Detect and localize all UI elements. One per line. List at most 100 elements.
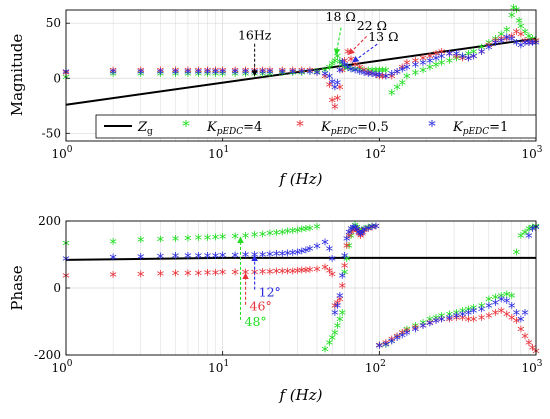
phase-point-k-pedc-1: *	[438, 313, 446, 331]
magnitude-point-k-pedc-4: *	[419, 64, 427, 82]
phase-point-k-pedc-1: *	[242, 248, 250, 266]
magnitude-point-k-pedc-1: *	[492, 36, 500, 54]
phase-point-k-pedc-0-5: *	[231, 266, 239, 284]
magnitude-axes-box	[65, 9, 537, 142]
phase-point-k-pedc-1: *	[426, 317, 434, 335]
phase-point-k-pedc-0-5: *	[368, 220, 376, 238]
magnitude-point-k-pedc-0-5: *	[351, 58, 359, 76]
magnitude-point-k-pedc-1: *	[344, 60, 352, 78]
phase-point-k-pedc-1: *	[172, 249, 180, 267]
magnitude-point-k-pedc-4: *	[368, 64, 376, 82]
magnitude-point-k-pedc-0-5: *	[517, 27, 525, 45]
ytick-label: 0	[53, 71, 61, 85]
phase-point-k-pedc-4: *	[465, 302, 473, 320]
phase-point-k-pedc-1: *	[376, 339, 384, 357]
phase-point-k-pedc-4: *	[326, 336, 334, 354]
phase-point-k-pedc-4: *	[137, 233, 145, 251]
phase-point-k-pedc-4: *	[347, 229, 355, 247]
phase-point-k-pedc-1: *	[219, 249, 227, 267]
phase-point-k-pedc-1: *	[339, 269, 347, 287]
magnitude-point-k-pedc-0-5: *	[331, 100, 339, 118]
phase-point-k-pedc-1: *	[497, 292, 505, 310]
phase-margin-label-1: 46°	[250, 298, 272, 313]
magnitude-point-k-pedc-4: *	[453, 52, 461, 70]
magnitude-point-k-pedc-1: *	[195, 65, 203, 83]
phase-point-k-pedc-4: *	[432, 311, 440, 329]
magnitude-point-k-pedc-1: *	[382, 69, 390, 87]
phase-point-k-pedc-4: *	[259, 227, 267, 245]
xtick-label: 103	[521, 359, 542, 375]
phase-point-k-pedc-0-5: *	[453, 311, 461, 329]
phase-ticks: 100 101 102 103 -200 0 200	[34, 214, 543, 375]
phase-point-k-pedc-1: *	[157, 250, 165, 268]
xtick-label: 100	[51, 359, 72, 375]
magnitude-point-k-pedc-1: *	[242, 65, 250, 83]
magnitude-point-k-pedc-0-5: *	[339, 64, 347, 82]
magnitude-point-k-pedc-4: *	[497, 27, 505, 45]
phase-point-k-pedc-1: *	[259, 248, 267, 266]
annotation-ohm-0: 18 Ω	[326, 9, 356, 24]
phase-point-k-pedc-4: *	[513, 246, 521, 264]
phase-panel: * * * * * * * * * * * * * * ********* *****************…	[8, 214, 543, 404]
magnitude-point-k-pedc-0-5: *	[368, 67, 376, 85]
phase-point-k-pedc-1: *	[347, 222, 355, 240]
magnitude-point-k-pedc-0-5: *	[184, 64, 192, 82]
magnitude-point-k-pedc-4: *	[259, 67, 267, 85]
phase-point-k-pedc-0-5: *	[485, 309, 493, 327]
magnitude-xlabel: f (Hz)	[278, 170, 322, 188]
magnitude-point-k-pedc-0-5: *	[356, 60, 364, 78]
phase-point-k-pedc-0-5: *	[284, 264, 292, 282]
phase-point-k-pedc-0-5: *	[398, 326, 406, 344]
magnitude-point-k-pedc-1: *	[372, 68, 380, 86]
phase-point-k-pedc-1: *	[412, 323, 420, 341]
phase-point-k-pedc-0-5: *	[355, 227, 363, 245]
magnitude-point-k-pedc-1: *	[529, 36, 537, 54]
magnitude-point-k-pedc-0-5: *	[347, 53, 355, 71]
magnitude-point-k-pedc-0-5: *	[306, 64, 314, 82]
magnitude-point-k-pedc-0-5: *	[412, 54, 420, 72]
phase-point-k-pedc-4: *	[321, 343, 329, 361]
phase-point-k-pedc-1: *	[298, 244, 306, 262]
phase-point-k-pedc-0-5: *	[529, 341, 537, 359]
magnitude-point-k-pedc-4: *	[109, 67, 117, 85]
magnitude-point-k-pedc-4: *	[503, 23, 511, 41]
phase-point-k-pedc-1: *	[478, 302, 486, 320]
xtick-label: 102	[365, 145, 386, 161]
phase-point-k-pedc-4: *	[426, 313, 434, 331]
phase-point-k-pedc-1: *	[360, 223, 368, 241]
phase-point-k-pedc-1: *	[359, 225, 367, 243]
phase-point-k-pedc-0-5: *	[172, 267, 180, 285]
magnitude-point-k-pedc-0-5: *	[432, 47, 440, 65]
magnitude-point-k-pedc-1: *	[446, 47, 454, 65]
magnitude-point-k-pedc-1: *	[388, 67, 396, 85]
magnitude-point-k-pedc-0-5: *	[326, 78, 334, 96]
legend-marker-k4: *	[182, 117, 190, 135]
xtick-label: 101	[208, 359, 229, 375]
phase-point-k-pedc-4: *	[339, 306, 347, 324]
magnitude-point-k-pedc-4: *	[515, 14, 523, 32]
magnitude-point-k-pedc-4: *	[356, 63, 364, 81]
phase-point-k-pedc-0-5: *	[184, 266, 192, 284]
phase-point-k-pedc-4: *	[382, 338, 390, 356]
magnitude-point-k-pedc-1: *	[184, 65, 192, 83]
magnitude-point-k-pedc-1: *	[365, 67, 373, 85]
phase-point-k-pedc-0-5: *	[321, 261, 329, 279]
magnitude-point-k-pedc-4: *	[403, 69, 411, 87]
magnitude-point-k-pedc-1: *	[204, 65, 212, 83]
phase-point-k-pedc-0-5: *	[503, 307, 511, 325]
magnitude-point-k-pedc-1: *	[513, 36, 521, 54]
phase-point-k-pedc-0-5: *	[336, 292, 344, 310]
magnitude-point-k-pedc-0-5: *	[492, 34, 500, 52]
legend-label-zg: Zg	[137, 120, 153, 137]
magnitude-point-k-pedc-0-5: *	[379, 69, 387, 87]
phase-point-k-pedc-0-5: *	[432, 314, 440, 332]
phase-point-k-pedc-4: *	[336, 313, 344, 331]
magnitude-point-k-pedc-4: *	[393, 80, 401, 98]
magnitude-point-k-pedc-0-5: *	[419, 52, 427, 70]
phase-point-k-pedc-1: *	[284, 247, 292, 265]
magnitude-point-k-pedc-0-5: *	[172, 64, 180, 82]
phase-point-k-pedc-4: *	[359, 224, 367, 242]
phase-point-k-pedc-0-5: *	[403, 324, 411, 342]
phase-point-k-pedc-0-5: *	[497, 304, 505, 322]
magnitude-point-k-pedc-1: *	[109, 65, 117, 83]
